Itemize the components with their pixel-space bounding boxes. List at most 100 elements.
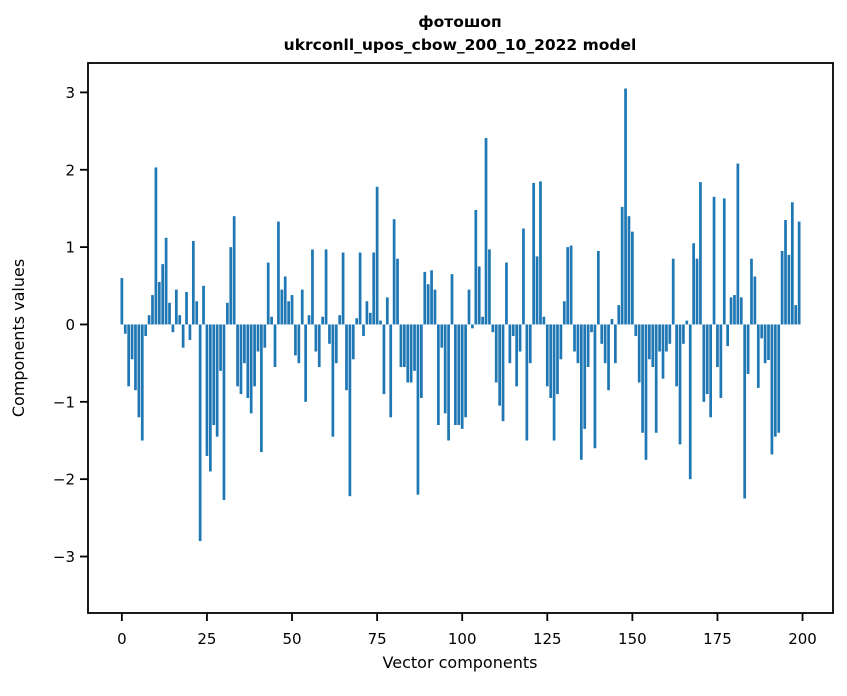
bar xyxy=(484,138,488,325)
bar xyxy=(256,324,260,352)
bar xyxy=(780,250,784,325)
bar xyxy=(648,324,651,360)
bar xyxy=(596,250,600,325)
bar xyxy=(416,324,420,495)
bar xyxy=(457,324,461,426)
x-tick-label: 100 xyxy=(448,630,477,648)
bar xyxy=(719,324,723,398)
chart-subtitle: ukrconll_upos_cbow_200_10_2022 model xyxy=(284,36,637,54)
bar xyxy=(756,324,760,388)
bar xyxy=(375,186,379,325)
bar xyxy=(157,281,161,325)
x-tick-label: 25 xyxy=(197,630,216,648)
bar xyxy=(675,324,678,387)
bar xyxy=(423,271,427,325)
x-tick-label: 50 xyxy=(282,630,301,648)
bar xyxy=(181,324,185,348)
bar xyxy=(559,324,563,360)
bar xyxy=(613,324,617,364)
bar xyxy=(413,324,416,371)
bar xyxy=(579,324,583,460)
bar xyxy=(406,324,410,383)
bar xyxy=(709,324,713,418)
bar xyxy=(692,243,695,325)
bar xyxy=(535,256,539,325)
bar xyxy=(562,301,566,325)
bar xyxy=(440,324,444,348)
bar xyxy=(539,181,542,325)
bar xyxy=(699,182,702,325)
bar xyxy=(409,324,413,383)
bar xyxy=(552,324,556,441)
bar xyxy=(722,198,726,325)
bar xyxy=(365,301,369,325)
bar xyxy=(477,266,481,325)
bar xyxy=(433,289,437,325)
bar xyxy=(229,247,233,325)
bar xyxy=(522,228,525,325)
bar xyxy=(464,324,467,418)
bar xyxy=(151,295,154,325)
bar xyxy=(542,316,546,325)
bar xyxy=(345,324,348,391)
bar xyxy=(164,237,168,325)
axes-frame xyxy=(87,62,834,614)
bar xyxy=(511,324,515,337)
bar xyxy=(746,324,750,374)
bar xyxy=(202,285,205,325)
bar xyxy=(304,324,307,402)
bar xyxy=(287,301,290,325)
bar xyxy=(733,295,736,325)
bar xyxy=(702,324,706,402)
bar xyxy=(368,312,372,325)
bar xyxy=(338,315,342,325)
bar xyxy=(545,324,549,387)
bar xyxy=(372,252,376,325)
chart-title: фотошоп xyxy=(418,13,501,31)
bar xyxy=(426,284,430,325)
bar xyxy=(528,324,532,364)
bar xyxy=(661,324,665,379)
bar xyxy=(382,324,386,395)
bar xyxy=(671,258,675,325)
bar xyxy=(705,324,709,395)
bar xyxy=(443,324,447,414)
bar xyxy=(695,258,699,325)
bar xyxy=(624,88,627,325)
bar xyxy=(471,324,474,329)
bar xyxy=(654,324,658,433)
bar xyxy=(450,274,454,325)
bar xyxy=(430,270,433,325)
y-tick-label: 3 xyxy=(65,84,75,102)
bar xyxy=(290,295,294,325)
bar xyxy=(494,324,498,383)
bar xyxy=(266,262,270,325)
bar xyxy=(154,167,158,325)
bar xyxy=(620,206,624,325)
x-tick-label: 125 xyxy=(533,630,562,648)
bar xyxy=(205,324,209,456)
bar xyxy=(161,264,165,325)
bar xyxy=(641,324,644,433)
bar xyxy=(239,324,243,395)
bar xyxy=(566,247,570,325)
bar xyxy=(498,324,501,406)
bar xyxy=(518,324,522,352)
bar xyxy=(317,324,321,368)
bar xyxy=(232,216,236,325)
bar xyxy=(753,276,757,325)
bar xyxy=(593,324,597,449)
x-tick-label: 175 xyxy=(703,630,732,648)
bar xyxy=(314,324,318,352)
y-tick-label: 2 xyxy=(65,161,75,179)
bar xyxy=(658,324,661,352)
bar xyxy=(402,324,406,368)
bar xyxy=(294,324,297,356)
bar xyxy=(260,324,263,453)
bar xyxy=(794,305,798,325)
bar xyxy=(198,324,202,542)
bar xyxy=(777,324,781,433)
bar xyxy=(331,324,335,437)
